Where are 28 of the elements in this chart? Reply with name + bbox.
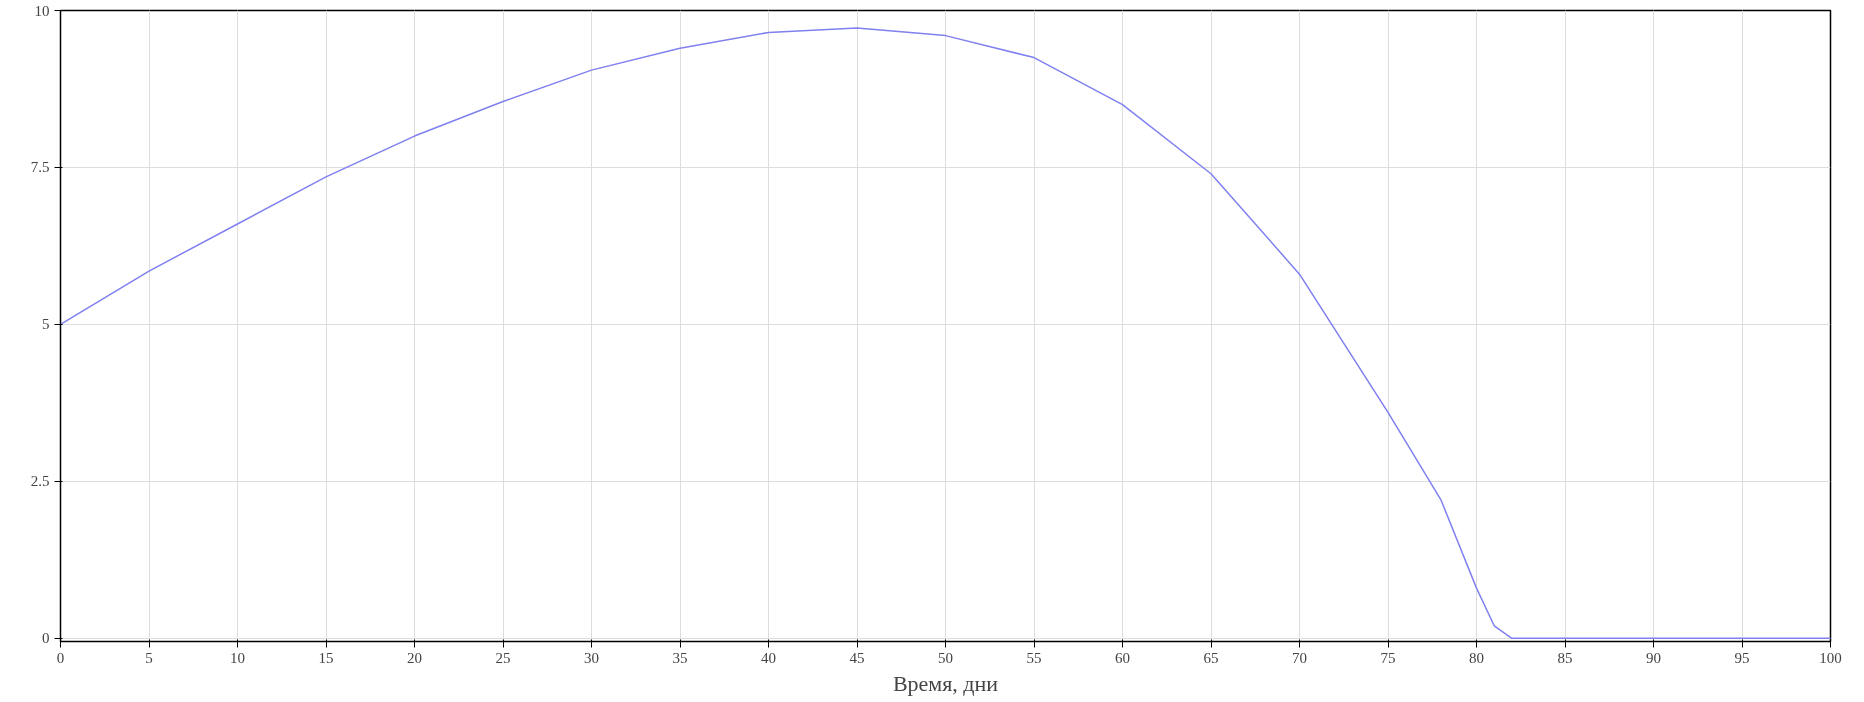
y-tick-label: 7.5	[30, 159, 50, 176]
x-tick-label: 90	[1646, 649, 1661, 666]
x-tick-label: 70	[1292, 649, 1307, 666]
x-tick-label: 55	[1026, 649, 1042, 666]
x-axis-title: Время, дни	[892, 670, 999, 696]
x-tick-label: 65	[1203, 649, 1219, 666]
x-tick-label: 20	[407, 649, 422, 666]
x-tick-label: 75	[1380, 649, 1396, 666]
y-tick-label: 0	[42, 630, 50, 647]
x-tick-label: 15	[318, 649, 334, 666]
x-tick-label: 95	[1734, 649, 1750, 666]
y-tick-label: 10	[34, 2, 50, 19]
x-tick-label: 85	[1557, 649, 1573, 666]
line-series	[60, 27, 1831, 640]
x-tick-label: 10	[230, 649, 245, 666]
x-tick-label: 35	[672, 649, 688, 666]
x-tick-label: 5	[145, 649, 153, 666]
x-tick-label: 40	[761, 649, 776, 666]
x-tick-label: 30	[584, 649, 599, 666]
x-tick-label: 100	[1819, 649, 1842, 666]
x-tick-label: 0	[56, 649, 65, 666]
y-tick-label: 5	[42, 316, 50, 333]
x-tick-label: 80	[1469, 649, 1484, 666]
x-tick-label: 45	[849, 649, 865, 666]
x-tick-label: 50	[938, 649, 953, 666]
y-tick-label: 2.5	[30, 473, 50, 490]
x-tick-label: 25	[495, 649, 511, 666]
x-tick-label: 60	[1115, 649, 1130, 666]
